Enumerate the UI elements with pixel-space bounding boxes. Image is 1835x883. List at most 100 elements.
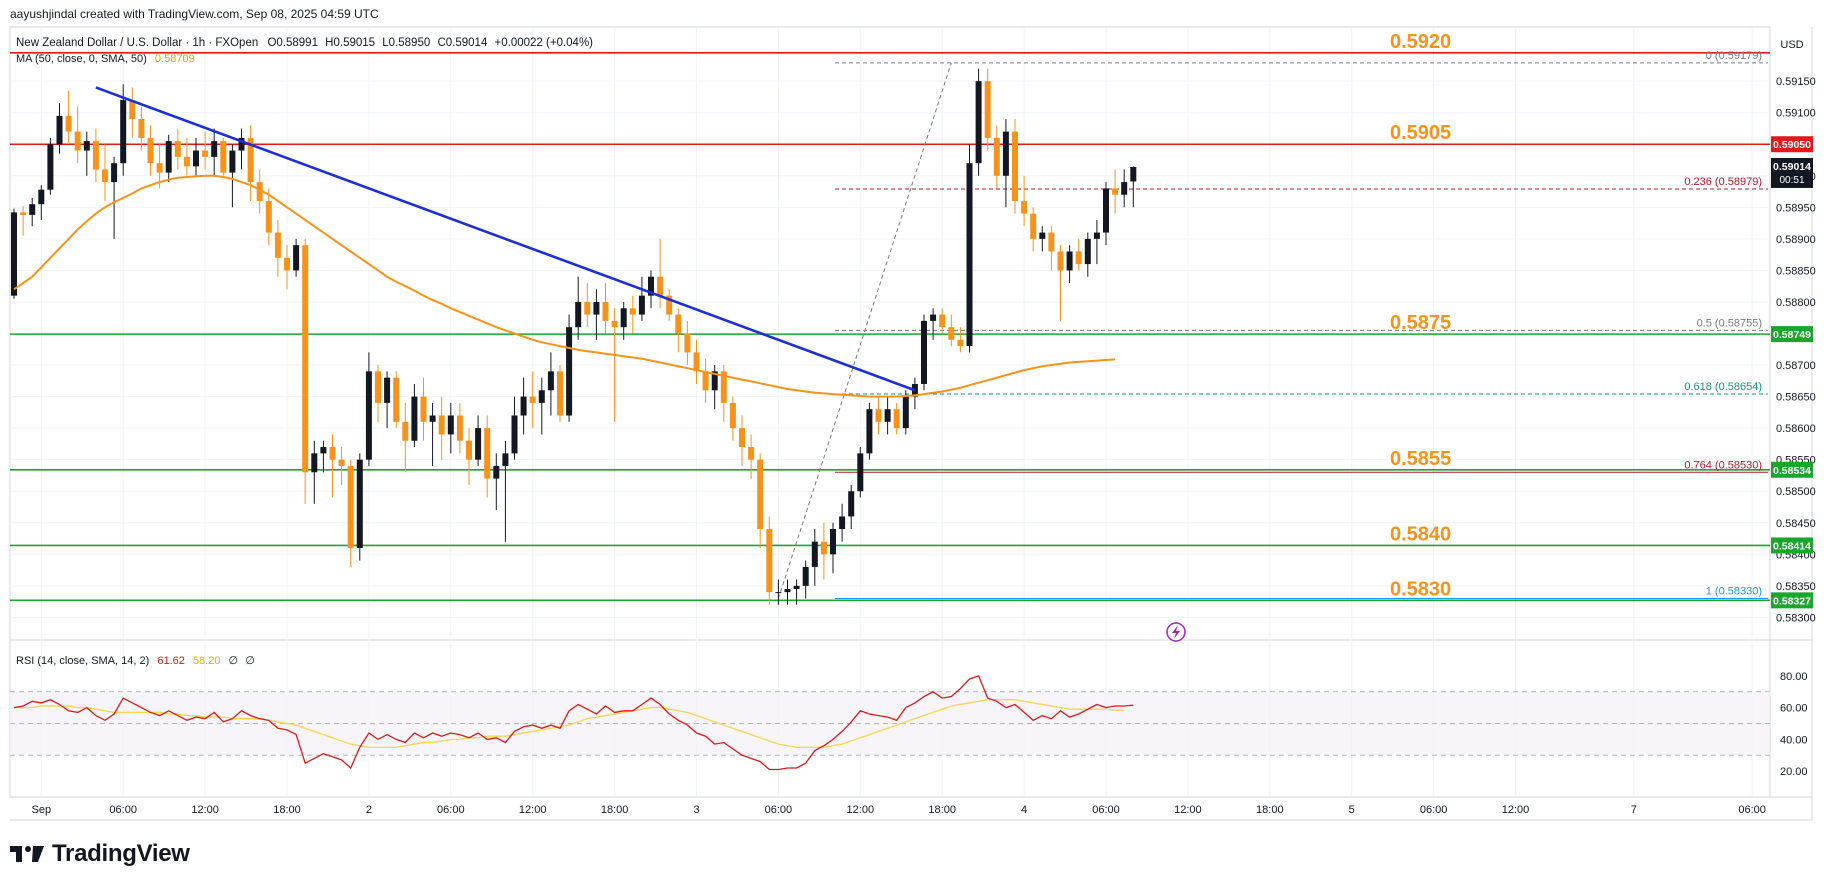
price-tick-label: 0.58850 bbox=[1776, 265, 1816, 277]
candle-bull bbox=[429, 415, 436, 422]
candle-bear bbox=[684, 333, 691, 353]
trendline bbox=[95, 86, 916, 392]
time-tick-label: 5 bbox=[1349, 804, 1355, 816]
candle-bear bbox=[675, 314, 682, 334]
currency-label[interactable]: USD bbox=[1780, 39, 1803, 51]
candle-bear bbox=[666, 295, 673, 315]
candle-bear bbox=[657, 276, 664, 296]
rsi-band-fill bbox=[10, 691, 1770, 756]
tradingview-logo-icon bbox=[10, 846, 44, 862]
candle-bull bbox=[1121, 182, 1128, 195]
candle-bull bbox=[802, 566, 809, 586]
candle-bear bbox=[1012, 131, 1018, 202]
candle-bear bbox=[602, 301, 609, 321]
level-badge-text: 0.58327 bbox=[1773, 595, 1811, 607]
candle-bull bbox=[411, 396, 418, 441]
candle-bear bbox=[875, 409, 882, 422]
candle-bear bbox=[375, 371, 381, 403]
candle-bull bbox=[1002, 131, 1009, 176]
candle-bear bbox=[1075, 251, 1082, 265]
legend-ohlc: New Zealand Dollar / U.S. Dollar · 1h · … bbox=[16, 37, 593, 49]
candle-bull bbox=[320, 447, 327, 454]
candle-bull bbox=[866, 409, 873, 454]
candle-bear bbox=[102, 169, 108, 183]
candle-bull bbox=[830, 529, 836, 555]
candle-bear bbox=[74, 131, 81, 151]
candle-bear bbox=[1030, 213, 1037, 239]
last-price-badge bbox=[1771, 157, 1813, 188]
candle-bull bbox=[911, 383, 918, 397]
ohlc-h-label: H bbox=[325, 37, 333, 49]
tradingview-logo-text: TradingView bbox=[52, 840, 190, 867]
candle-bull bbox=[848, 491, 855, 517]
chart-credit: aayushjindal created with TradingView.co… bbox=[10, 7, 379, 21]
candle-bull bbox=[547, 371, 554, 391]
time-tick-label: 06:00 bbox=[1092, 804, 1120, 816]
candle-bull bbox=[56, 115, 63, 145]
candle-bull bbox=[1103, 188, 1109, 233]
time-tick-label: 18:00 bbox=[601, 804, 629, 816]
ma-layer bbox=[13, 174, 1116, 398]
level-badge-text: 0.59050 bbox=[1773, 139, 1811, 151]
grid bbox=[10, 27, 1770, 797]
candle-bull bbox=[11, 212, 17, 296]
ohlc-change: +0.00022 (+0.04%) bbox=[495, 37, 594, 49]
price-tick-label: 0.59100 bbox=[1776, 108, 1816, 120]
rsi-layer bbox=[13, 675, 1134, 771]
candle-bear bbox=[220, 141, 227, 173]
price-tick-label: 0.58950 bbox=[1776, 202, 1816, 214]
candle-bear bbox=[420, 396, 427, 422]
candle-bear bbox=[720, 371, 727, 403]
candle-bear bbox=[438, 415, 445, 435]
legend-ma: MA (50, close, 0, SMA, 50) 0.58709 bbox=[16, 53, 195, 65]
price-tick-label: 0.58350 bbox=[1776, 581, 1816, 593]
ohlc-o-label: O bbox=[267, 37, 276, 49]
ma-value: 0.58709 bbox=[155, 53, 195, 65]
time-tick-label: 06:00 bbox=[437, 804, 465, 816]
ohlc-h-value: 0.59015 bbox=[333, 37, 375, 49]
time-tick-label: 18:00 bbox=[928, 804, 956, 816]
ohlc-c-label: C bbox=[437, 37, 445, 49]
candle-bull bbox=[229, 150, 236, 173]
price-tick-label: 0.59150 bbox=[1776, 76, 1816, 88]
time-tick-label: 3 bbox=[693, 804, 699, 816]
rsi-ma-value: 58.20 bbox=[193, 655, 221, 667]
rsi-tick-label: 20.00 bbox=[1780, 766, 1808, 778]
candle-bear bbox=[693, 352, 700, 372]
candle-bear bbox=[347, 465, 354, 548]
lightning-icon[interactable] bbox=[1166, 622, 1186, 642]
fib-label: 0 (0.59179) bbox=[1706, 50, 1762, 62]
time-tick-label: 2 bbox=[366, 804, 372, 816]
candle-bear bbox=[393, 377, 400, 422]
candle-bear bbox=[466, 440, 472, 460]
level-badge bbox=[1771, 592, 1813, 609]
trend-layer[interactable] bbox=[95, 86, 916, 392]
candle-bull bbox=[493, 465, 500, 479]
candle-bull bbox=[1130, 166, 1137, 182]
ohlc-c-value: 0.59014 bbox=[446, 37, 488, 49]
candle-bear bbox=[484, 428, 491, 479]
candle-bull bbox=[575, 301, 582, 328]
candle-bear bbox=[729, 402, 736, 429]
fib-retracement[interactable]: 0 (0.59179) 0.236 (0.58979) 0.5 (0.58755) 0… bbox=[777, 50, 1768, 599]
candle-bear bbox=[984, 81, 991, 138]
candle-bull bbox=[47, 144, 54, 190]
candle-bear bbox=[402, 421, 409, 441]
instrument-name: New Zealand Dollar / U.S. Dollar · 1h · … bbox=[16, 37, 258, 49]
candle-bull bbox=[902, 396, 909, 429]
candle-bear bbox=[265, 201, 272, 233]
candle-bull bbox=[111, 163, 118, 183]
candle-bull bbox=[211, 141, 218, 157]
time-axis[interactable]: Sep 06:00 12:00 18:00 2 06:00 12:00 18:00 3 06:00… bbox=[32, 804, 1766, 816]
candle-bull bbox=[384, 377, 391, 403]
time-tick-label: 06:00 bbox=[109, 804, 137, 816]
time-tick-label: 12:00 bbox=[519, 804, 547, 816]
candle-bull bbox=[966, 163, 973, 347]
candle-bear bbox=[274, 232, 281, 258]
candle-bear bbox=[329, 447, 336, 460]
level-label: 0.5855 bbox=[1390, 448, 1451, 470]
level-label: 0.5840 bbox=[1390, 523, 1451, 545]
candle-bear bbox=[584, 301, 591, 315]
candle-bear bbox=[456, 415, 463, 441]
